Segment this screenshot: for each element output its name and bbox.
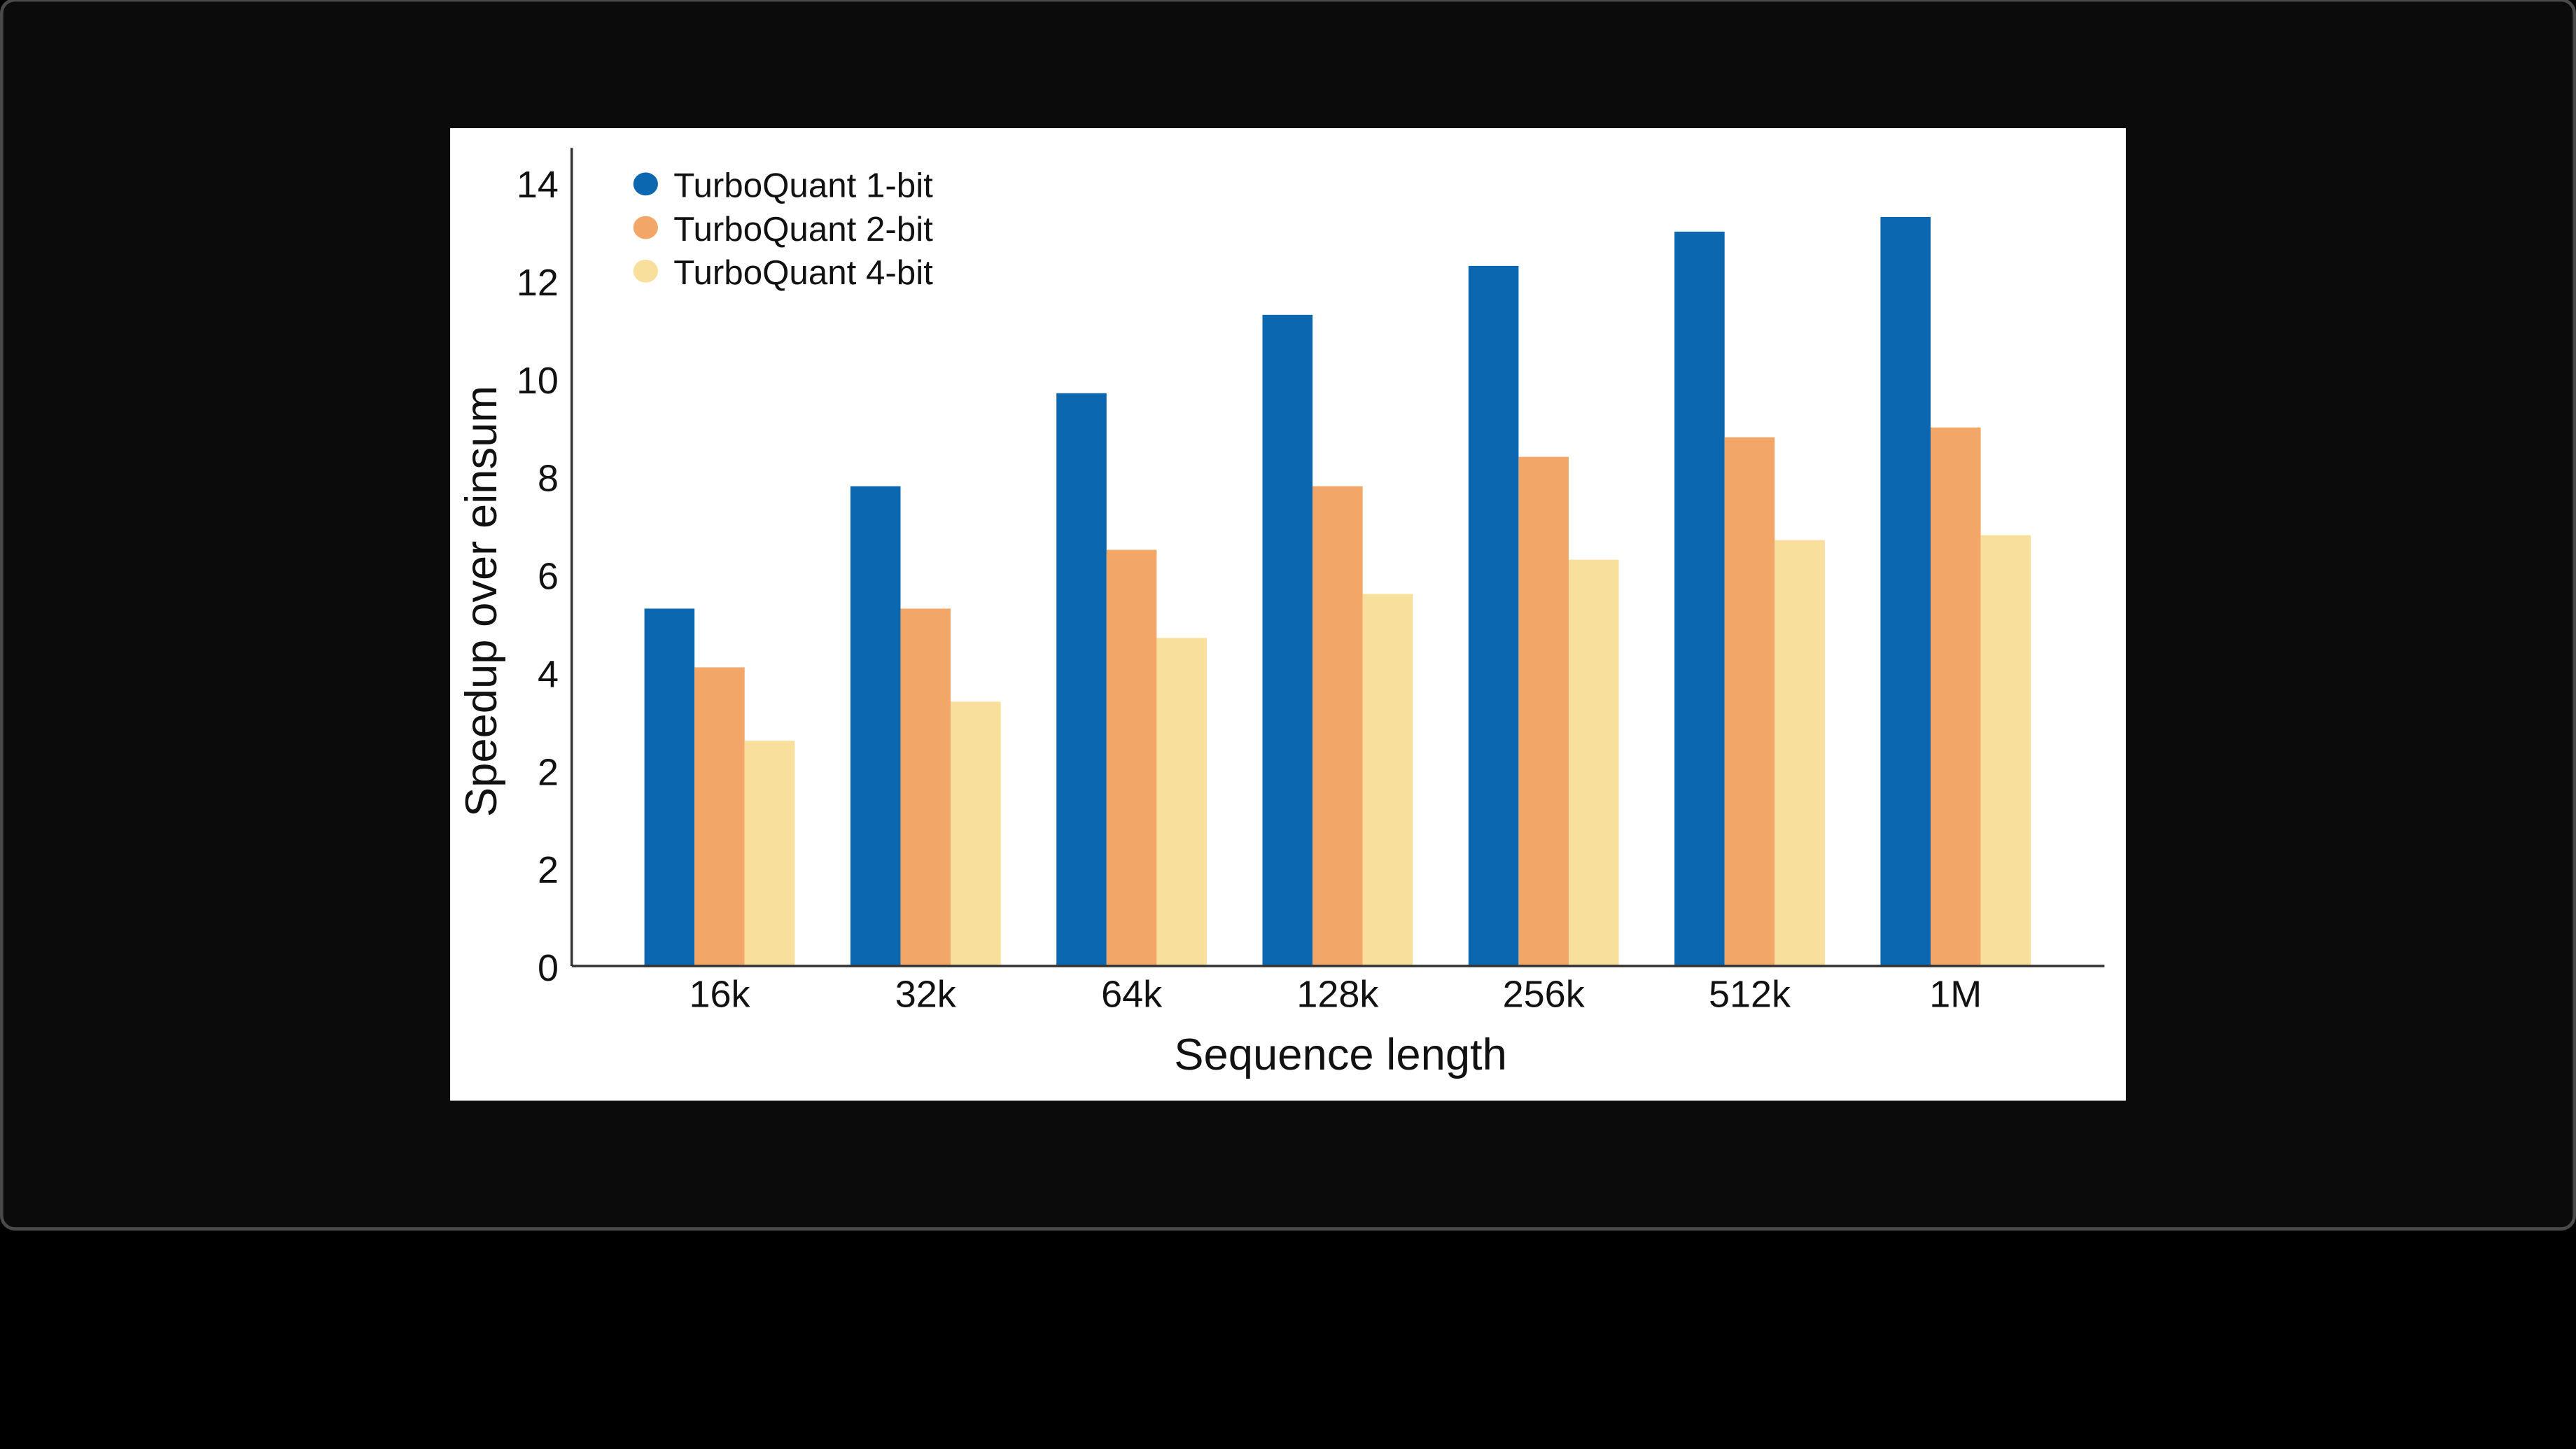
legend-label: TurboQuant 4-bit bbox=[673, 253, 933, 292]
bar-turboquant-1-bit-32k bbox=[850, 486, 901, 966]
bar-turboquant-2-bit-512k bbox=[1724, 437, 1775, 966]
x-tick-label: 256k bbox=[1503, 974, 1586, 1016]
bar-turboquant-2-bit-1M bbox=[1931, 427, 1981, 966]
x-axis-label: Sequence length bbox=[1174, 1030, 1507, 1079]
x-tick-label: 1M bbox=[1929, 974, 1982, 1016]
x-tick-label: 128k bbox=[1296, 974, 1379, 1016]
bar-turboquant-2-bit-64k bbox=[1106, 550, 1157, 966]
bar-turboquant-1-bit-1M bbox=[1880, 216, 1931, 966]
y-tick-label: 12 bbox=[517, 262, 559, 304]
legend-label: TurboQuant 2-bit bbox=[673, 210, 933, 248]
bar-turboquant-4-bit-256k bbox=[1568, 559, 1619, 966]
x-tick-labels: 16k 32k 64k 128k 256k 512k 1M bbox=[689, 974, 1982, 1016]
bar-turboquant-4-bit-32k bbox=[951, 701, 1001, 966]
y-tick-label: 2 bbox=[538, 849, 559, 891]
x-tick-label: 32k bbox=[895, 974, 957, 1016]
bar-chart: 0 2 2 4 6 8 10 12 14 16k 32k 64k 128k 256k 512k 1M Spe… bbox=[457, 148, 2105, 1079]
bar-turboquant-1-bit-16k bbox=[644, 608, 695, 966]
legend-label: TurboQuant 1-bit bbox=[673, 167, 933, 205]
bar-turboquant-2-bit-128k bbox=[1312, 486, 1363, 966]
bar-turboquant-4-bit-64k bbox=[1156, 638, 1207, 966]
y-tick-label: 4 bbox=[538, 653, 559, 695]
y-axis-label: Speedup over einsum bbox=[457, 386, 506, 817]
bar-turboquant-2-bit-16k bbox=[694, 667, 745, 966]
bar-turboquant-1-bit-256k bbox=[1468, 265, 1519, 967]
y-tick-label: 2 bbox=[538, 751, 559, 793]
x-tick-label: 64k bbox=[1101, 974, 1163, 1016]
bars-layer bbox=[644, 216, 2031, 967]
bar-turboquant-4-bit-1M bbox=[1980, 535, 2031, 966]
y-tick-label: 6 bbox=[538, 556, 559, 598]
x-tick-label: 512k bbox=[1709, 974, 1791, 1016]
bar-turboquant-1-bit-64k bbox=[1056, 393, 1107, 966]
bar-turboquant-4-bit-128k bbox=[1362, 594, 1413, 966]
bar-turboquant-1-bit-512k bbox=[1674, 231, 1725, 967]
x-tick-label: 16k bbox=[689, 974, 750, 1016]
legend-marker bbox=[633, 259, 658, 283]
y-tick-label: 0 bbox=[538, 947, 559, 989]
bar-turboquant-1-bit-128k bbox=[1262, 314, 1313, 966]
y-tick-label: 8 bbox=[538, 458, 559, 500]
bar-turboquant-4-bit-512k bbox=[1774, 540, 1825, 966]
bar-turboquant-2-bit-256k bbox=[1518, 456, 1569, 966]
y-tick-label: 10 bbox=[517, 360, 559, 402]
bar-turboquant-2-bit-32k bbox=[900, 608, 951, 966]
legend-marker bbox=[633, 216, 658, 239]
y-tick-labels: 0 2 2 4 6 8 10 12 14 bbox=[517, 164, 559, 989]
legend-marker bbox=[633, 172, 658, 196]
legend: TurboQuant 1-bit TurboQuant 2-bit TurboQua… bbox=[633, 167, 933, 292]
y-tick-label: 14 bbox=[517, 164, 559, 206]
bar-turboquant-4-bit-16k bbox=[744, 741, 795, 966]
